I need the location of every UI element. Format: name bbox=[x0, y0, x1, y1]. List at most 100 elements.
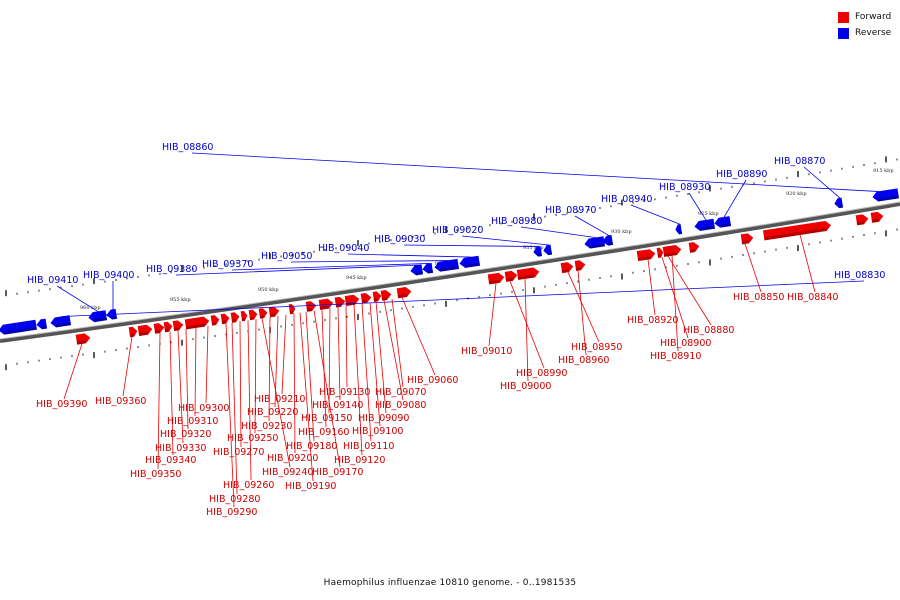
leader-line bbox=[293, 313, 296, 454]
reverse-gene-track bbox=[0, 188, 899, 335]
gene-label-forward: HIB_09110 bbox=[343, 441, 394, 452]
gene-label-forward: HIB_09080 bbox=[375, 400, 426, 411]
reverse-gene-arrow bbox=[694, 218, 715, 231]
gene-label-reverse: HIB_09040 bbox=[318, 243, 369, 254]
leader-line bbox=[723, 179, 747, 218]
reverse-gene-arrow bbox=[675, 223, 683, 235]
gene-label-forward: HIB_09330 bbox=[155, 443, 206, 454]
forward-gene-arrow bbox=[153, 323, 165, 334]
reverse-gene-arrow bbox=[0, 319, 37, 335]
forward-swatch bbox=[838, 11, 849, 23]
leader-line bbox=[157, 332, 161, 470]
gene-label-reverse: HIB_08930 bbox=[659, 182, 710, 193]
tick-marks bbox=[5, 156, 898, 371]
leader-line bbox=[205, 325, 209, 404]
gene-label-forward: HIB_09170 bbox=[312, 467, 363, 478]
gene-label-reverse: HIB_08890 bbox=[716, 169, 767, 180]
gene-label-forward: HIB_09240 bbox=[262, 467, 313, 478]
forward-gene-arrow bbox=[210, 315, 220, 326]
gene-label-forward: HIB_09140 bbox=[312, 400, 363, 411]
leader-line bbox=[239, 321, 242, 448]
forward-gene-arrow bbox=[334, 296, 346, 308]
forward-gene-arrow bbox=[662, 245, 682, 257]
leader-line bbox=[567, 271, 600, 343]
gene-label-forward: HIB_09100 bbox=[352, 426, 403, 437]
leader-line bbox=[401, 297, 436, 376]
gene-label-forward: HIB_09200 bbox=[267, 453, 318, 464]
leader-line bbox=[524, 278, 529, 382]
gene-label-forward: HIB_09220 bbox=[247, 407, 298, 418]
genome-caption: Haemophilus influenzae 10810 genome. - 0… bbox=[323, 578, 577, 588]
genome-backbone bbox=[0, 201, 900, 343]
gene-label-forward: HIB_08950 bbox=[571, 342, 622, 353]
leader-line bbox=[647, 259, 656, 316]
gene-label-forward: HIB_09250 bbox=[227, 433, 278, 444]
forward-gene-arrow bbox=[305, 301, 317, 312]
leader-line bbox=[299, 312, 314, 482]
forward-gene-arrow bbox=[855, 214, 869, 226]
reverse-gene-arrow bbox=[88, 310, 107, 323]
gene-label-reverse: HIB_08970 bbox=[545, 205, 596, 216]
reverse-gene-arrow bbox=[50, 315, 71, 328]
reverse-gene-arrow bbox=[714, 216, 732, 228]
tick-label: 920 kbp bbox=[786, 191, 807, 197]
leader-line bbox=[261, 318, 291, 468]
tick-label: 950 kbp bbox=[258, 287, 279, 293]
leader-line bbox=[247, 320, 252, 481]
reverse-swatch bbox=[838, 27, 849, 39]
forward-gene-arrow bbox=[870, 211, 884, 223]
leader-line bbox=[122, 336, 133, 397]
gene-label-reverse: HIB_09030 bbox=[374, 234, 425, 245]
leader-line bbox=[361, 303, 372, 442]
forward-gene-arrow bbox=[574, 260, 586, 271]
leader-line bbox=[403, 244, 540, 247]
reverse-gene-arrow bbox=[459, 255, 480, 268]
legend-label-forward: Forward bbox=[855, 12, 892, 22]
gene-label-reverse: HIB_09400 bbox=[83, 270, 134, 281]
gene-label-forward: HIB_09090 bbox=[358, 413, 409, 424]
leader-line bbox=[56, 285, 99, 312]
forward-gene-arrow bbox=[656, 247, 664, 258]
forward-gene-arrow bbox=[516, 267, 540, 280]
gene-label-forward: HIB_09160 bbox=[298, 427, 349, 438]
forward-gene-track bbox=[75, 211, 884, 345]
gene-label-forward: HIB_08910 bbox=[650, 351, 701, 362]
leader-line bbox=[391, 298, 404, 388]
gene-label-forward: HIB_08880 bbox=[683, 325, 734, 336]
gene-label-forward: HIB_09230 bbox=[241, 421, 292, 432]
tick-label: 925 kbp bbox=[698, 211, 719, 217]
forward-gene-arrow bbox=[268, 306, 280, 318]
tick-label: 960 kbp bbox=[80, 305, 101, 311]
forward-gene-arrow bbox=[258, 308, 268, 319]
leader-line bbox=[290, 260, 449, 263]
leader-line bbox=[61, 280, 865, 317]
leader-line bbox=[509, 280, 545, 369]
reverse-gene-arrow bbox=[834, 197, 844, 209]
gene-label-forward: HIB_09010 bbox=[461, 346, 512, 357]
leader-line bbox=[321, 309, 327, 428]
leader-line bbox=[688, 192, 707, 221]
gene-label-reverse: HIB_09370 bbox=[202, 259, 253, 270]
leader-line bbox=[177, 330, 184, 444]
forward-gene-arrow bbox=[504, 270, 518, 282]
forward-gene-arrow bbox=[240, 310, 248, 322]
leader-line bbox=[369, 302, 381, 427]
forward-gene-arrow bbox=[230, 312, 240, 323]
forward-gene-arrow bbox=[560, 262, 574, 274]
reverse-gene-arrow bbox=[36, 318, 48, 330]
legend-item-reverse: Reverse bbox=[838, 25, 891, 41]
reverse-gene-arrow bbox=[872, 188, 899, 202]
forward-gene-arrow bbox=[762, 220, 831, 241]
leader-line bbox=[268, 317, 271, 422]
leader-line bbox=[520, 226, 597, 239]
legend-item-forward: Forward bbox=[838, 9, 891, 25]
leader-line bbox=[225, 323, 235, 508]
forward-gene-arrow bbox=[75, 333, 91, 345]
leader-line bbox=[328, 308, 331, 414]
gene-label-reverse: HIB_09410 bbox=[27, 275, 78, 286]
leader-line bbox=[175, 264, 419, 276]
gene-label-forward: HIB_09360 bbox=[95, 396, 146, 407]
gene-label-forward: HIB_09270 bbox=[213, 447, 264, 458]
